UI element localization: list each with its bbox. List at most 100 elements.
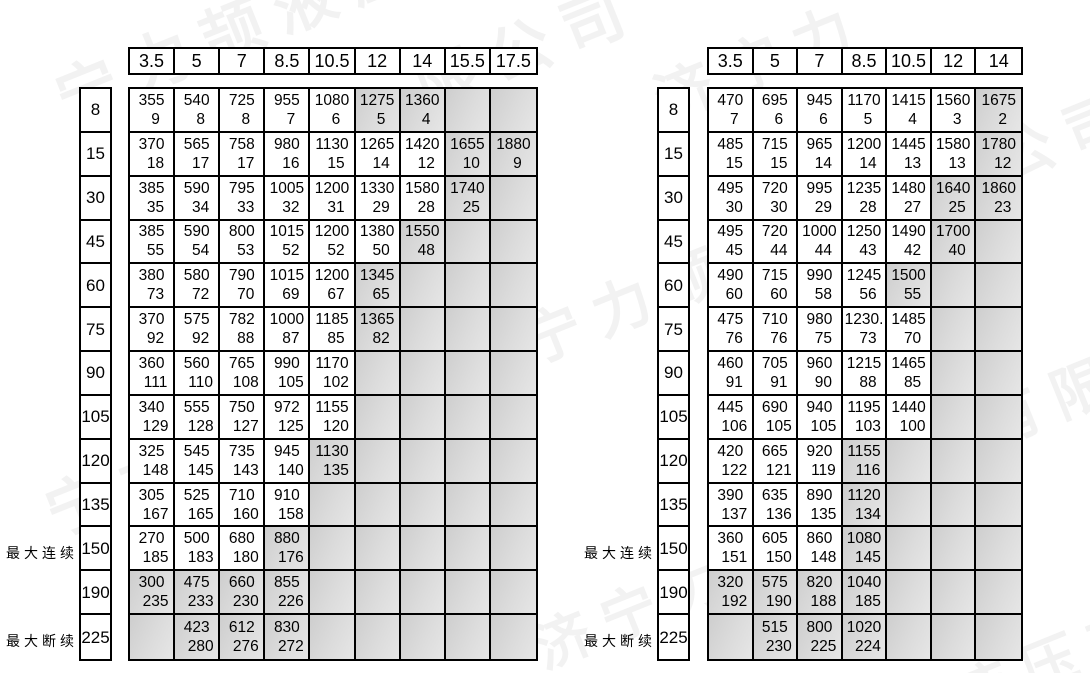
- row-annotation: 最大连续: [6, 545, 78, 561]
- row-label-value: 75: [86, 319, 105, 339]
- cell-secondary-value: 55: [146, 242, 165, 260]
- column-header-cell: 17.5: [490, 49, 536, 73]
- empty-cell: [445, 571, 491, 616]
- data-cell: 1120 134: [842, 483, 888, 528]
- empty-cell: [931, 439, 977, 484]
- empty-cell: [445, 439, 491, 484]
- cell-secondary-value: 40: [948, 242, 966, 260]
- data-cell: 715 15: [753, 132, 799, 177]
- cell-primary-value: 1780: [981, 135, 1016, 153]
- data-cell: 580 72: [175, 264, 221, 309]
- row-label-cell: 120: [659, 439, 688, 484]
- empty-cell: [490, 220, 536, 265]
- data-cell: 1655 10: [445, 132, 491, 177]
- data-cell: 1860 23: [976, 176, 1021, 221]
- row-label-cell: 190: [659, 571, 688, 616]
- cell-secondary-value: 102: [323, 373, 349, 391]
- cell-secondary-value: 12: [994, 154, 1012, 172]
- cell-secondary-value: 110: [188, 373, 214, 391]
- cell-primary-value: 1250: [846, 223, 882, 241]
- data-cell: 1200 14: [842, 132, 888, 177]
- cell-primary-value: 1000: [269, 311, 305, 329]
- data-cell: 1000 87: [265, 308, 311, 353]
- cell-primary-value: 980: [806, 311, 833, 329]
- cell-primary-value: 1015: [269, 267, 305, 285]
- column-header-value: 10.5: [314, 51, 350, 71]
- data-cell: 340 129: [130, 395, 176, 440]
- empty-cell: [490, 89, 536, 133]
- cell-primary-value: 445: [717, 398, 744, 416]
- empty-cell: [310, 483, 356, 528]
- cell-primary-value: 1740: [450, 179, 485, 197]
- cell-secondary-value: 67: [327, 286, 345, 304]
- data-cell: 1480 27: [887, 176, 932, 221]
- empty-cell: [355, 615, 401, 659]
- cell-secondary-value: 28: [859, 198, 877, 216]
- cell-primary-value: 765: [228, 354, 255, 372]
- cell-secondary-value: 188: [810, 593, 837, 611]
- empty-cell: [490, 483, 536, 528]
- data-cell: 1230. 73: [842, 308, 888, 353]
- cell-primary-value: 1130: [315, 135, 349, 153]
- cell-primary-value: 1580: [935, 135, 971, 153]
- cell-secondary-value: 76: [770, 330, 788, 348]
- data-cell: 800 225: [798, 615, 843, 659]
- empty-cell: [887, 483, 932, 528]
- data-cell: 1560 3: [931, 89, 977, 133]
- cell-primary-value: 515: [761, 619, 788, 637]
- row-label-value: 15: [664, 144, 683, 164]
- column-header-cell: 12: [931, 49, 977, 73]
- cell-primary-value: 710: [228, 486, 255, 504]
- cell-secondary-value: 235: [142, 593, 169, 611]
- cell-primary-value: 750: [228, 398, 255, 416]
- cell-primary-value: 390: [717, 486, 744, 504]
- cell-primary-value: 880: [273, 530, 300, 548]
- cell-secondary-value: 103: [855, 417, 881, 435]
- cell-primary-value: 955: [273, 91, 300, 109]
- cell-primary-value: 575: [183, 311, 210, 329]
- cell-secondary-value: 5: [376, 110, 386, 128]
- data-cell: 475 76: [709, 308, 754, 353]
- data-cell: 1215 88: [842, 352, 888, 396]
- cell-secondary-value: 108: [232, 373, 259, 391]
- data-cell: 665 121: [753, 439, 799, 484]
- row-label-cell: 30: [81, 176, 110, 221]
- data-cell: 540 8: [175, 89, 221, 133]
- empty-cell: [400, 483, 446, 528]
- cell-primary-value: 820: [806, 574, 833, 592]
- data-cell: 1245 56: [842, 264, 888, 309]
- empty-cell: [976, 483, 1021, 528]
- data-cell: 1580 28: [400, 176, 446, 221]
- data-cell: 1780 12: [976, 132, 1021, 177]
- cell-primary-value: 1360: [404, 91, 440, 109]
- cell-primary-value: 940: [806, 398, 833, 416]
- data-cell: 325 148: [130, 439, 176, 484]
- row-label-cell: 190: [81, 571, 110, 616]
- cell-primary-value: 1415: [891, 91, 926, 109]
- empty-cell: [400, 352, 446, 396]
- cell-secondary-value: 50: [372, 242, 390, 260]
- data-cell: 590 54: [175, 220, 221, 265]
- cell-primary-value: 1130: [315, 442, 349, 460]
- data-cell: 800 53: [220, 220, 266, 265]
- cell-secondary-value: 75: [814, 330, 833, 348]
- empty-cell: [490, 264, 536, 309]
- cell-secondary-value: 148: [810, 549, 837, 567]
- row-label-value: 135: [81, 495, 110, 515]
- cell-primary-value: 1195: [847, 398, 881, 416]
- row-label-value: 150: [81, 538, 110, 558]
- empty-cell: [355, 439, 401, 484]
- cell-secondary-value: 53: [237, 242, 255, 260]
- cell-secondary-value: 105: [765, 417, 792, 435]
- row-label-cell: 75: [81, 308, 110, 353]
- cell-primary-value: 1445: [891, 135, 926, 153]
- cell-primary-value: 1440: [891, 398, 926, 416]
- empty-cell: [976, 571, 1021, 616]
- cell-primary-value: 270: [138, 530, 165, 548]
- column-header-cell: 15.5: [445, 49, 491, 73]
- data-cell: 990 105: [265, 352, 311, 396]
- empty-cell: [490, 615, 536, 659]
- empty-cell: [931, 395, 977, 440]
- cell-secondary-value: 143: [232, 461, 259, 479]
- column-header-cell: 3.5: [709, 49, 754, 73]
